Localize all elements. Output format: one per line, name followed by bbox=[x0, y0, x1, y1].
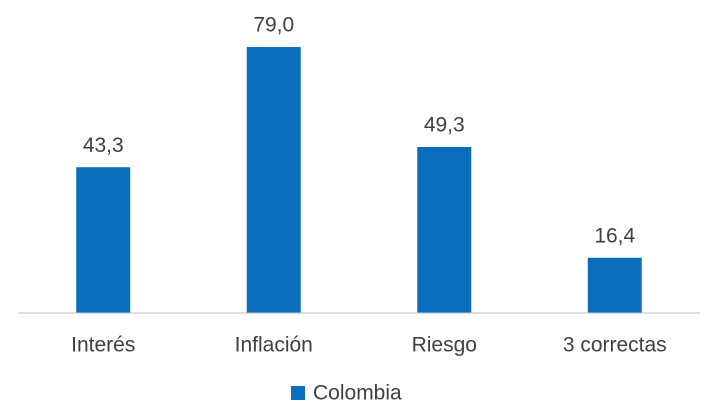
value-label: 43,3 bbox=[83, 134, 124, 157]
value-label: 16,4 bbox=[594, 224, 635, 247]
x-tick-label: Inflación bbox=[235, 334, 313, 357]
x-tick-label: Riesgo bbox=[412, 334, 477, 357]
value-label: 79,0 bbox=[253, 14, 294, 37]
x-tick-label: Interés bbox=[71, 334, 135, 357]
bar bbox=[76, 167, 131, 313]
legend-swatch bbox=[291, 386, 305, 400]
x-tick-label: 3 correctas bbox=[563, 334, 667, 357]
bar bbox=[417, 147, 472, 313]
value-label: 49,3 bbox=[424, 114, 465, 137]
bar bbox=[587, 257, 642, 313]
legend-label: Colombia bbox=[313, 382, 402, 405]
bar bbox=[246, 47, 301, 314]
